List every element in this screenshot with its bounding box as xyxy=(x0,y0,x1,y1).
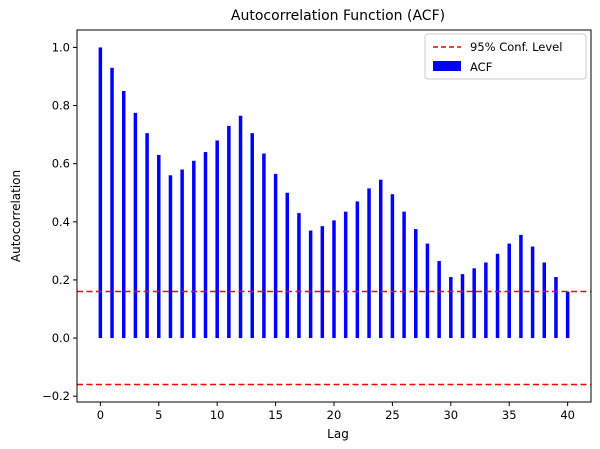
x-tick-label: 15 xyxy=(268,408,283,422)
acf-bar xyxy=(262,153,266,339)
x-tick-label: 0 xyxy=(97,408,104,422)
acf-bar xyxy=(414,229,418,339)
acf-bar xyxy=(110,67,114,339)
y-tick-label: 0.8 xyxy=(52,99,70,113)
acf-bar xyxy=(355,201,360,339)
legend-acf-swatch xyxy=(433,61,461,71)
plot-frame xyxy=(76,29,592,403)
legend: 95% Conf. Level ACF xyxy=(424,33,587,80)
acf-bar xyxy=(402,211,406,339)
y-axis-label: Autocorrelation xyxy=(9,170,23,262)
acf-bar xyxy=(495,253,500,339)
x-tick-label: 30 xyxy=(443,408,458,422)
acf-bar xyxy=(121,91,126,339)
x-tick-label: 35 xyxy=(502,408,517,422)
y-tick-label: −0.2 xyxy=(42,389,70,403)
acf-bar xyxy=(343,211,348,339)
legend-conf-level-label: 95% Conf. Level xyxy=(470,40,562,54)
plot-area xyxy=(77,47,591,386)
acf-bar xyxy=(180,169,184,339)
acf-bar xyxy=(297,213,301,339)
y-tick-label: 0.0 xyxy=(52,331,70,345)
acf-bar xyxy=(437,261,441,339)
legend-acf-label: ACF xyxy=(470,60,492,74)
x-tick-label: 40 xyxy=(560,408,575,422)
acf-bar xyxy=(530,246,535,339)
acf-bar xyxy=(285,192,290,339)
legend-frame xyxy=(424,33,587,80)
acf-bar xyxy=(308,230,313,339)
acf-bar xyxy=(238,115,243,339)
acf-bar xyxy=(203,152,208,339)
acf-bar xyxy=(145,133,149,339)
acf-bar xyxy=(332,220,336,339)
acf-bar xyxy=(460,274,465,339)
acf-bar xyxy=(215,140,219,339)
acf-bar xyxy=(390,194,395,339)
acf-bar xyxy=(273,173,278,339)
axis-ticks: 0 5 10 15 20 25 30 35 40 −0.2 0.0 0.2 0.4 0.6 0.8 1.0 xyxy=(42,40,575,422)
y-tick-label: 0.4 xyxy=(52,215,70,229)
acf-bar xyxy=(484,262,488,339)
acf-bar xyxy=(519,234,523,339)
x-axis-label: Lag xyxy=(327,427,349,441)
acf-bar xyxy=(320,226,325,339)
acf-bar xyxy=(367,188,371,339)
y-tick-label: 0.2 xyxy=(52,273,70,287)
acf-bar xyxy=(250,133,254,339)
acf-bar xyxy=(378,179,383,339)
acf-bar xyxy=(192,160,196,339)
acf-bar xyxy=(133,112,138,339)
x-tick-label: 25 xyxy=(385,408,400,422)
acf-bar xyxy=(227,125,231,339)
acf-bar xyxy=(565,291,570,339)
acf-bar xyxy=(554,277,558,339)
acf-bar xyxy=(542,262,547,339)
acf-bar xyxy=(425,243,430,339)
y-tick-label: 0.6 xyxy=(52,157,70,171)
acf-bar xyxy=(98,47,103,339)
y-tick-label: 1.0 xyxy=(52,40,70,54)
x-tick-label: 5 xyxy=(155,408,162,422)
acf-bar xyxy=(168,175,173,339)
x-tick-label: 20 xyxy=(327,408,342,422)
x-tick-label: 10 xyxy=(210,408,225,422)
acf-bar xyxy=(449,277,453,339)
chart-title: Autocorrelation Function (ACF) xyxy=(231,8,445,24)
acf-bar xyxy=(472,268,476,339)
acf-bar xyxy=(157,154,161,339)
